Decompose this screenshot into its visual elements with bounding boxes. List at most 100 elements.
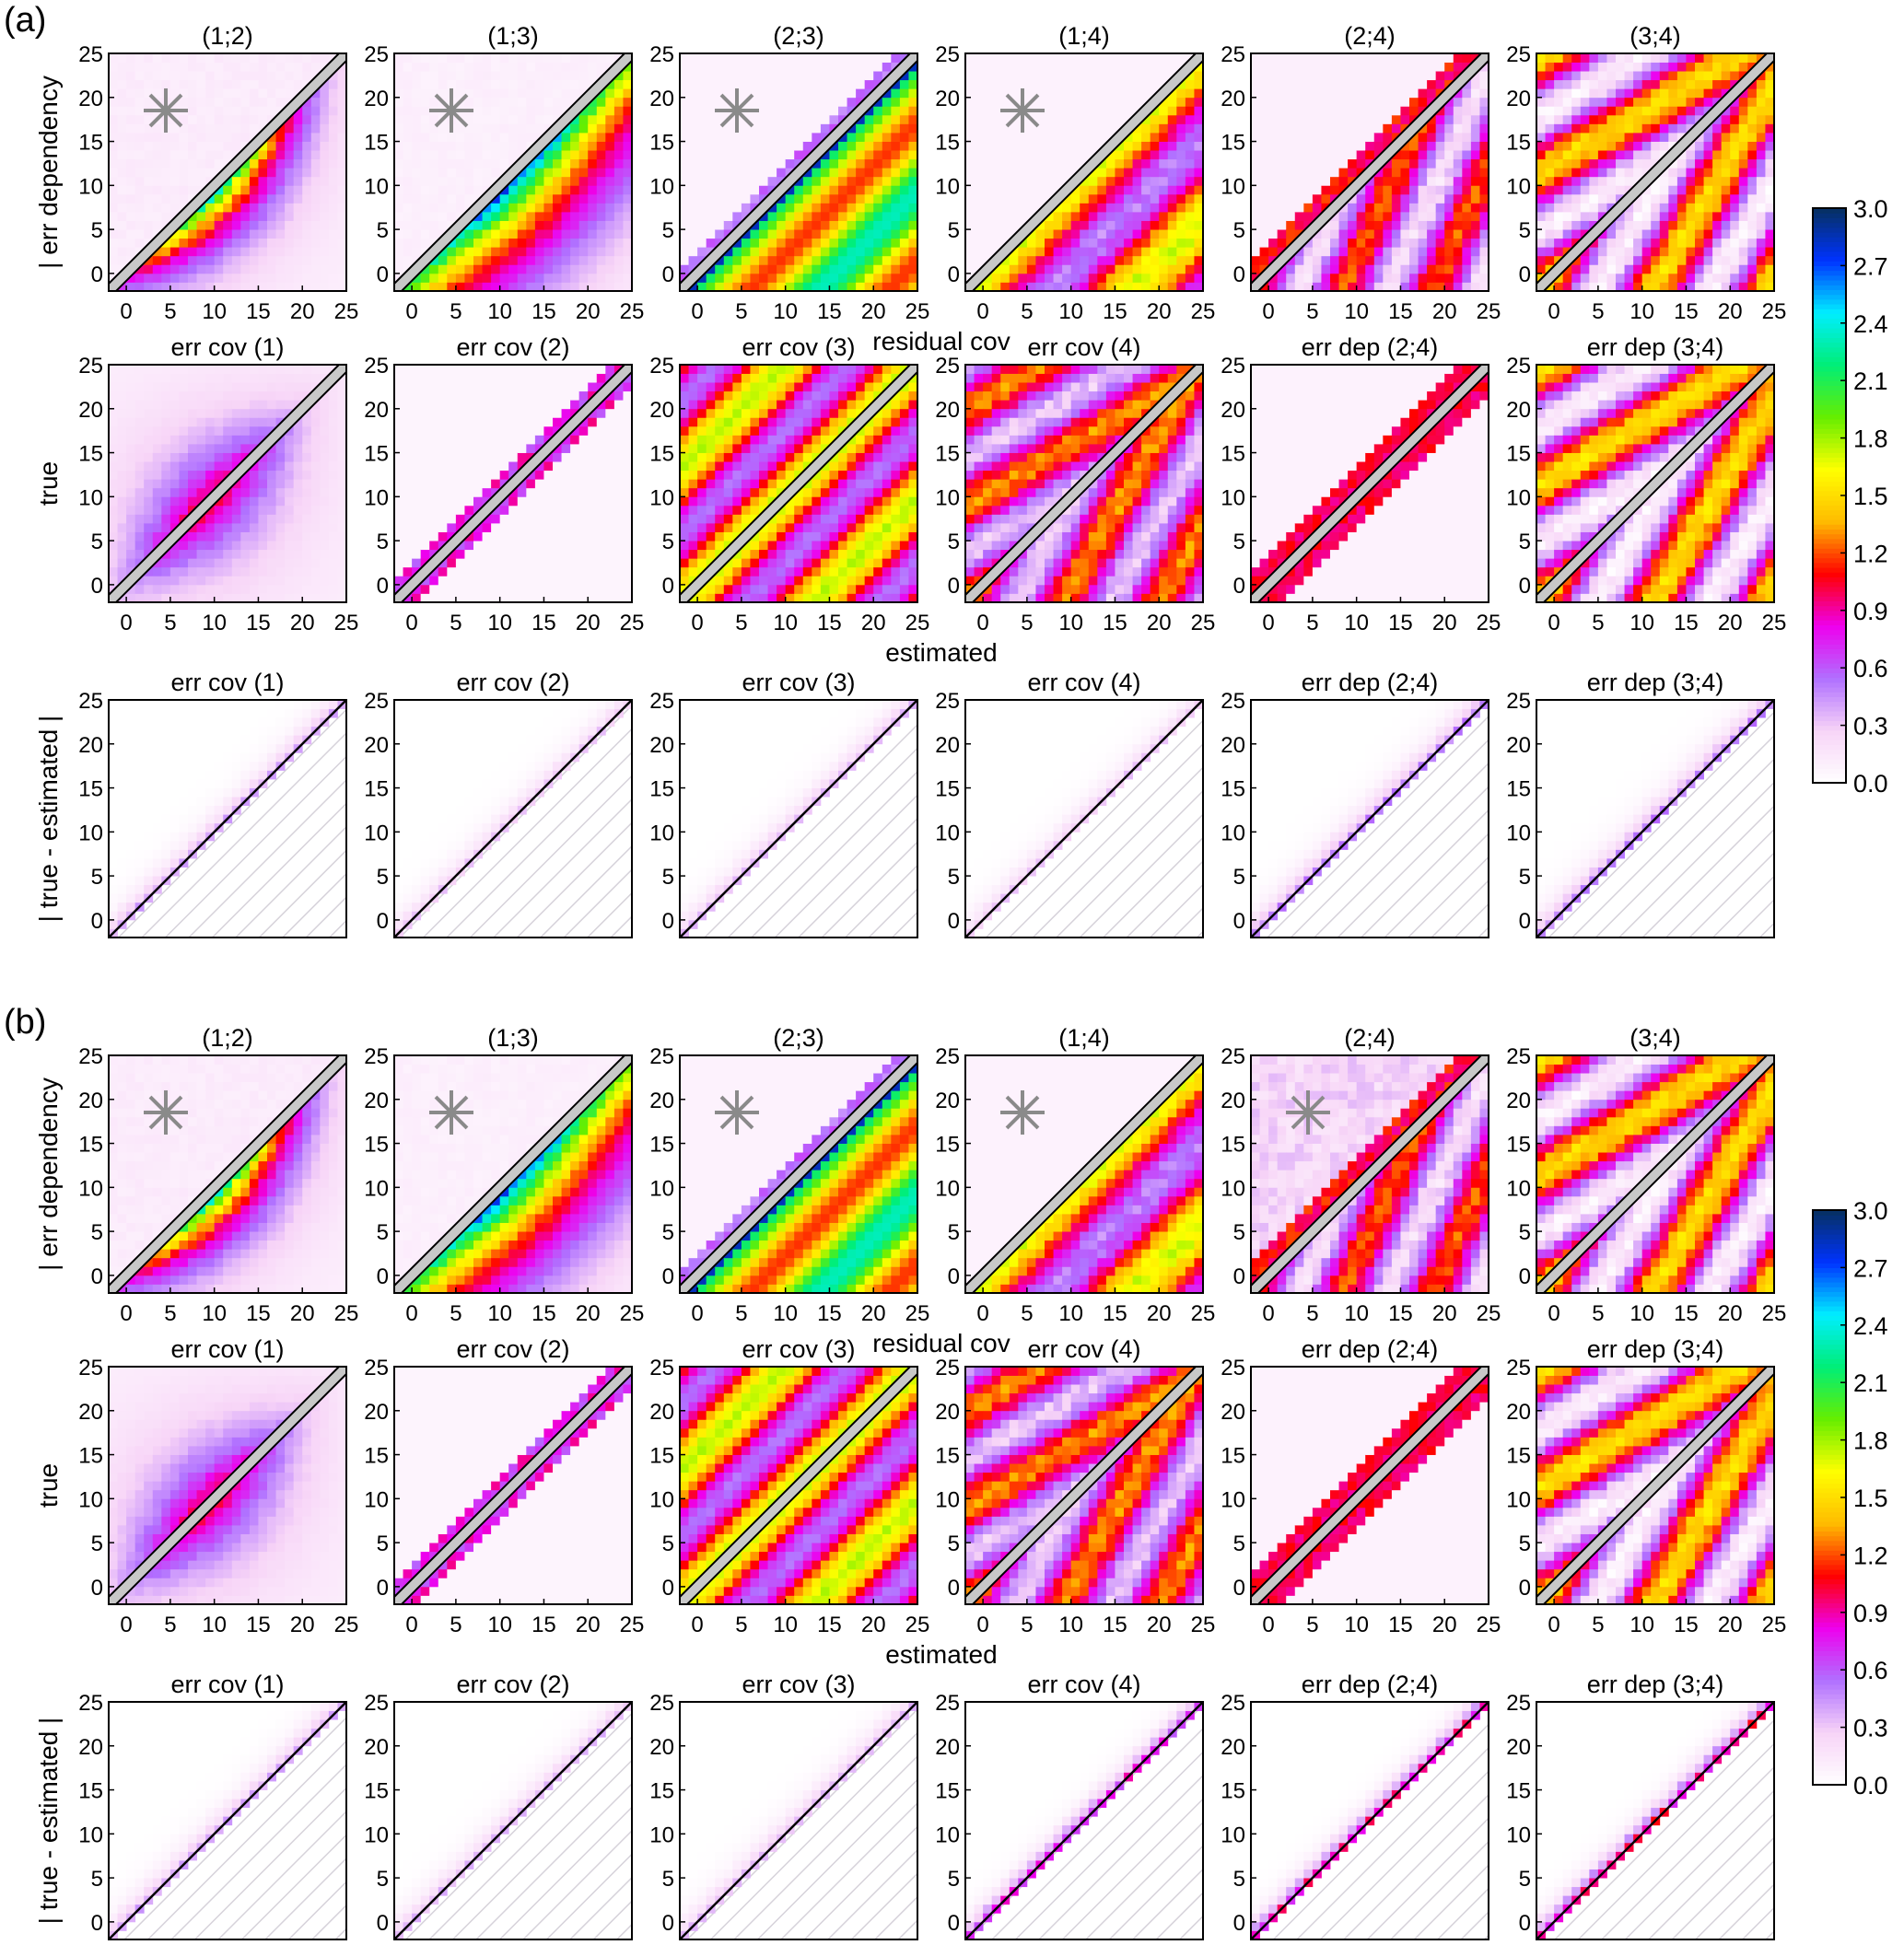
heatmap-cell (1010, 133, 1019, 142)
heatmap-cell (1151, 80, 1160, 89)
heatmap-cell (1348, 123, 1357, 133)
heatmap-cell (856, 88, 865, 98)
heatmap-cell (1106, 71, 1116, 80)
panel-a: (a)| err dependencyresidual cov(1;2)0510… (4, 1, 1786, 938)
heatmap-cell (1765, 106, 1774, 115)
heatmap-cell (1633, 239, 1642, 248)
heatmap-cell (579, 142, 589, 151)
heatmap-cell (126, 282, 135, 291)
heatmap-cell (438, 142, 448, 151)
heatmap-cell (680, 256, 689, 265)
heatmap-cell (983, 115, 992, 124)
heatmap-cell (588, 168, 597, 177)
heatmap-cell (1365, 221, 1374, 230)
heatmap-cell (965, 247, 975, 256)
heatmap-cell (1747, 123, 1757, 133)
heatmap-cell (786, 98, 795, 107)
heatmap-cell (829, 256, 838, 265)
heatmap-cell (1124, 106, 1133, 115)
heatmap-cell (882, 203, 892, 212)
heatmap-cell (1374, 88, 1384, 98)
heatmap-cell (232, 453, 241, 462)
heatmap-cell (302, 247, 311, 256)
heatmap-cell (1730, 142, 1739, 151)
heatmap-cell (992, 80, 1001, 89)
heatmap-cell (597, 123, 606, 133)
heatmap-cell (1260, 106, 1269, 115)
heatmap-cell (570, 142, 579, 151)
heatmap-cell (742, 133, 751, 142)
heatmap-cell (1571, 98, 1581, 107)
heatmap-cell (1392, 264, 1401, 274)
heatmap-cell (1097, 168, 1106, 177)
heatmap-cell (689, 150, 698, 159)
heatmap-cell (394, 229, 403, 239)
heatmap-cell (1097, 123, 1106, 133)
heatmap-cell (109, 488, 118, 497)
heatmap-cell (205, 106, 215, 115)
heatmap-cell (240, 71, 250, 80)
heatmap-cell (1554, 53, 1563, 63)
heatmap-cell (1563, 71, 1572, 80)
heatmap-cell (992, 229, 1001, 239)
heatmap-cell (337, 80, 346, 89)
heatmap-cell (1251, 212, 1260, 221)
heatmap-cell (1303, 123, 1313, 133)
heatmap-cell (865, 168, 874, 177)
heatmap-cell (1035, 71, 1045, 80)
heatmap-cell (1313, 63, 1322, 72)
heatmap-cell (1286, 264, 1295, 274)
heatmap-cell (1642, 264, 1652, 274)
heatmap-cell (777, 256, 786, 265)
heatmap-cell (483, 274, 492, 283)
heatmap-cell (1159, 194, 1168, 204)
heatmap-cell (1286, 177, 1295, 186)
heatmap-cell (267, 71, 276, 80)
heatmap-cell (680, 247, 689, 256)
heatmap-cell (1348, 159, 1357, 169)
heatmap-cell (965, 264, 975, 274)
heatmap-cell (215, 123, 224, 133)
heatmap-cell (1321, 229, 1330, 239)
heatmap-cell (707, 229, 716, 239)
heatmap-cell (1071, 239, 1080, 248)
heatmap-cell (983, 98, 992, 107)
heatmap-cell (697, 194, 707, 204)
heatmap-cell (285, 123, 294, 133)
heatmap-cell (535, 159, 544, 169)
heatmap-cell (1124, 150, 1133, 159)
heatmap-cell (197, 479, 206, 488)
heatmap-cell (1321, 282, 1330, 291)
heatmap-cell (588, 239, 597, 248)
heatmap-cell (197, 541, 206, 550)
heatmap-cell (135, 471, 145, 480)
heatmap-cell (1097, 256, 1106, 265)
heatmap-cell (1089, 221, 1098, 230)
heatmap-cell (1357, 247, 1366, 256)
heatmap-cell (1194, 142, 1203, 151)
heatmap-cell (992, 185, 1001, 194)
heatmap-cell (394, 142, 403, 151)
heatmap-cell (707, 98, 716, 107)
heatmap-cell (1598, 106, 1607, 115)
heatmap-cell (109, 88, 118, 98)
heatmap-cell (153, 400, 162, 409)
heatmap-cell (1625, 247, 1634, 256)
heatmap-cell (320, 168, 329, 177)
heatmap-cell (320, 274, 329, 283)
heatmap-cell (526, 177, 535, 186)
heatmap-cell (794, 203, 803, 212)
heatmap-cell (250, 550, 259, 559)
heatmap-cell (1471, 159, 1480, 169)
heatmap-cell (1625, 264, 1634, 274)
heatmap-cell (562, 274, 571, 283)
heatmap-cell (1286, 53, 1295, 63)
heatmap-cell (1536, 212, 1546, 221)
heatmap-cell (197, 159, 206, 169)
heatmap-cell (732, 194, 742, 204)
heatmap-cell (126, 168, 135, 177)
heatmap-cell (153, 585, 162, 594)
heatmap-cell (759, 98, 768, 107)
heatmap-cell (1436, 150, 1445, 159)
heatmap-cell (1471, 203, 1480, 212)
